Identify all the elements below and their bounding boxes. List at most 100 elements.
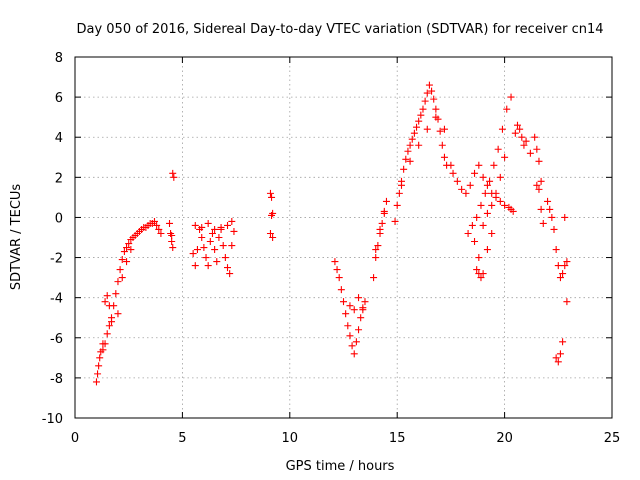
data-point (391, 217, 399, 225)
data-point (531, 133, 539, 141)
data-point (221, 254, 229, 262)
data-point (488, 229, 496, 237)
data-point (539, 219, 547, 227)
data-point (511, 129, 519, 137)
data-point (415, 141, 423, 149)
data-point (95, 362, 103, 370)
x-tick-label: 25 (604, 431, 621, 446)
y-axis-label: SDTVAR / TECUs (9, 184, 24, 291)
data-point (166, 219, 174, 227)
data-point (99, 340, 107, 348)
data-point (559, 270, 567, 278)
data-point (359, 304, 367, 312)
data-point (228, 217, 236, 225)
data-point (168, 231, 176, 239)
data-point (96, 354, 104, 362)
data-point (486, 177, 494, 185)
data-point (537, 177, 545, 185)
data-point (344, 322, 352, 330)
data-point (475, 161, 483, 169)
data-point (118, 256, 126, 264)
x-tick-label: 10 (282, 431, 299, 446)
data-point (471, 169, 479, 177)
data-point (552, 246, 560, 254)
data-point (556, 350, 564, 358)
data-point (372, 254, 380, 262)
data-point (198, 234, 206, 241)
data-point (217, 223, 225, 231)
data-point (462, 189, 470, 197)
data-point (533, 145, 541, 153)
x-tick-label: 0 (71, 431, 79, 446)
data-point (335, 274, 343, 282)
chart-title: Day 050 of 2016, Sidereal Day-to-day VTE… (76, 22, 603, 37)
data-point (438, 141, 446, 149)
data-point (204, 262, 212, 270)
data-point (408, 135, 416, 143)
data-point (374, 242, 382, 250)
data-point (155, 225, 163, 233)
data-point (378, 219, 386, 227)
data-point (357, 314, 365, 322)
data-point (105, 302, 113, 310)
y-tick-label: -10 (42, 412, 63, 427)
data-point (561, 262, 569, 270)
data-point (554, 358, 562, 366)
data-point (449, 169, 457, 177)
data-point (548, 213, 556, 221)
data-point (224, 221, 232, 229)
data-point (518, 133, 526, 141)
data-point (350, 350, 358, 358)
data-point (228, 242, 236, 250)
y-tick-label: 4 (55, 131, 63, 146)
data-point (112, 290, 120, 298)
data-point (526, 149, 534, 157)
data-point (153, 221, 161, 229)
x-tick-label: 20 (496, 431, 513, 446)
data-point (376, 225, 384, 233)
axis-ticks (74, 56, 613, 419)
data-point (546, 205, 554, 213)
data-point (157, 229, 165, 237)
data-point (361, 298, 369, 306)
data-point (475, 254, 483, 262)
data-point (101, 298, 109, 306)
data-point (483, 246, 491, 254)
data-point (333, 266, 341, 274)
data-point (432, 113, 440, 121)
data-point (355, 326, 363, 334)
data-point (559, 338, 567, 346)
y-tick-label: -4 (50, 292, 63, 307)
data-point (105, 322, 113, 330)
data-point (406, 141, 414, 149)
data-point (380, 207, 388, 215)
data-point (421, 97, 429, 105)
data-point (103, 292, 111, 300)
data-point (382, 197, 390, 205)
grid (75, 57, 612, 418)
data-point (395, 189, 403, 197)
data-point (266, 229, 274, 237)
data-point (92, 378, 100, 386)
data-point (494, 145, 502, 153)
data-point (492, 189, 500, 197)
data-point (204, 219, 212, 227)
data-point (99, 346, 107, 354)
data-point (372, 246, 380, 254)
data-point (370, 274, 378, 282)
data-point (544, 197, 552, 205)
data-point (563, 298, 571, 306)
data-point (340, 298, 347, 306)
data-point (479, 173, 487, 181)
data-point (501, 153, 509, 161)
data-point (191, 221, 199, 229)
y-tick-label: 0 (55, 211, 63, 226)
data-point (513, 121, 521, 129)
data-point (168, 238, 176, 246)
data-point (397, 181, 405, 189)
data-point (447, 161, 455, 169)
data-point (127, 246, 135, 254)
data-point (552, 354, 560, 362)
data-point (268, 211, 276, 219)
